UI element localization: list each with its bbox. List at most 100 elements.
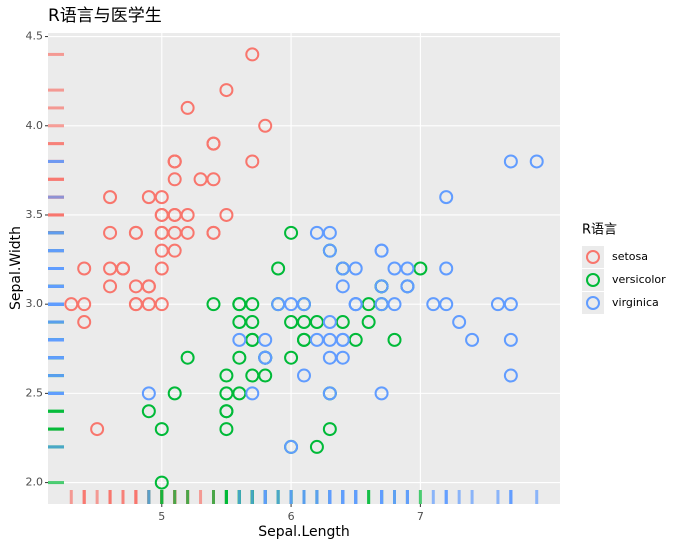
point — [180, 350, 195, 365]
point — [439, 261, 454, 276]
point — [258, 350, 273, 365]
point — [167, 225, 182, 240]
point — [219, 207, 234, 222]
point — [103, 190, 118, 205]
point — [258, 368, 273, 383]
point — [439, 190, 454, 205]
point — [154, 261, 169, 276]
point — [284, 315, 299, 330]
point — [141, 386, 156, 401]
legend-symbol — [586, 296, 600, 310]
point — [219, 386, 234, 401]
point — [219, 422, 234, 437]
y-tick-label: 2.5 — [26, 386, 44, 399]
point — [77, 297, 92, 312]
point — [284, 350, 299, 365]
y-tick-label: 4.0 — [26, 119, 44, 132]
point — [374, 386, 389, 401]
point — [322, 243, 337, 258]
y-tick-label: 2.0 — [26, 476, 44, 489]
point — [439, 297, 454, 312]
point — [193, 172, 208, 187]
point — [400, 279, 415, 294]
chart-title: R语言与医学生 — [48, 6, 162, 26]
point — [348, 297, 363, 312]
point — [335, 261, 350, 276]
point — [245, 386, 260, 401]
point — [77, 261, 92, 276]
point — [167, 172, 182, 187]
point — [219, 368, 234, 383]
legend-label: versicolor — [612, 273, 666, 286]
point — [232, 350, 247, 365]
point — [180, 100, 195, 115]
x-tick-label: 6 — [288, 510, 295, 523]
point — [154, 475, 169, 490]
point — [271, 297, 286, 312]
point — [245, 47, 260, 62]
point — [387, 332, 402, 347]
point — [452, 315, 467, 330]
point — [361, 315, 376, 330]
point — [141, 404, 156, 419]
y-axis-title: Sepal.Width — [8, 226, 24, 310]
point — [529, 154, 544, 169]
point — [128, 297, 143, 312]
point — [245, 297, 260, 312]
x-tick-label: 5 — [158, 510, 165, 523]
point — [284, 225, 299, 240]
legend-title: R语言 — [582, 223, 617, 238]
point — [322, 386, 337, 401]
point — [219, 83, 234, 98]
point — [180, 207, 195, 222]
legend-label: setosa — [612, 250, 648, 263]
point — [374, 297, 389, 312]
point — [90, 422, 105, 437]
point — [128, 225, 143, 240]
legend-key — [582, 246, 604, 268]
point — [309, 225, 324, 240]
point — [154, 207, 169, 222]
x-tick-label: 7 — [417, 510, 424, 523]
point — [245, 315, 260, 330]
point — [503, 154, 518, 169]
point — [258, 118, 273, 133]
legend-symbol — [586, 273, 600, 287]
point — [322, 315, 337, 330]
point — [219, 404, 234, 419]
point — [77, 315, 92, 330]
point — [154, 243, 169, 258]
point — [258, 332, 273, 347]
point — [465, 332, 480, 347]
x-axis-title: Sepal.Length — [258, 524, 350, 540]
point — [154, 297, 169, 312]
plot-panel — [48, 33, 560, 504]
point — [284, 439, 299, 454]
point — [374, 279, 389, 294]
point — [206, 136, 221, 151]
point — [141, 279, 156, 294]
point — [322, 332, 337, 347]
legend-symbol — [586, 250, 600, 264]
point — [154, 422, 169, 437]
point — [322, 350, 337, 365]
point — [322, 422, 337, 437]
point — [103, 261, 118, 276]
point — [245, 154, 260, 169]
point — [141, 190, 156, 205]
legend-key — [582, 292, 604, 314]
point — [206, 297, 221, 312]
point — [167, 386, 182, 401]
legend-key — [582, 269, 604, 291]
point — [206, 225, 221, 240]
y-tick-label: 3.5 — [26, 208, 44, 221]
legend-label: virginica — [612, 296, 659, 309]
point — [335, 279, 350, 294]
point — [387, 261, 402, 276]
point — [503, 368, 518, 383]
point — [503, 332, 518, 347]
point — [297, 368, 311, 383]
y-tick-label: 3.0 — [26, 297, 44, 310]
point — [503, 297, 518, 312]
